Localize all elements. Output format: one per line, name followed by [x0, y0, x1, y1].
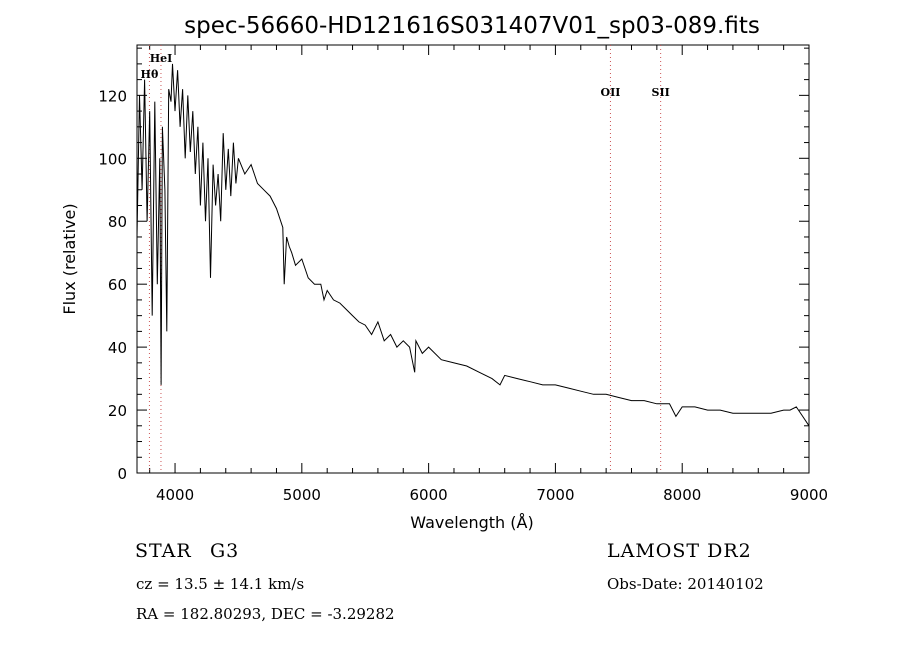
object-subclass: G3: [210, 540, 240, 562]
survey-name: LAMOST DR2: [607, 540, 752, 562]
object-class: STAR: [135, 540, 192, 562]
y-tick-label: 60: [108, 276, 127, 294]
y-tick-label: 0: [117, 465, 127, 483]
y-axis-label: Flux (relative): [60, 203, 79, 314]
line-marker-label: SII: [652, 86, 670, 99]
line-marker-label: Hθ: [141, 68, 159, 81]
spectrum-line: [136, 63, 810, 427]
emission-line-markers: Hθ HeI OII SII: [141, 45, 670, 473]
x-tick-label: 5000: [283, 486, 321, 504]
plot-frame: [136, 44, 810, 474]
observation-date: Obs-Date: 20140102: [607, 575, 764, 593]
x-tick-label: 4000: [156, 486, 194, 504]
coordinates-readout: RA = 182.80293, DEC = -3.29282: [136, 605, 395, 623]
line-marker-label: HeI: [150, 52, 173, 65]
chart-title: spec-56660-HD121616S031407V01_sp03-089.f…: [184, 13, 760, 39]
x-tick-label: 8000: [663, 486, 701, 504]
y-tick-label: 80: [108, 213, 127, 231]
y-tick-label: 20: [108, 402, 127, 420]
y-tick-label: 40: [108, 339, 127, 357]
line-marker-label: OII: [601, 86, 621, 99]
y-tick-label: 120: [98, 87, 127, 105]
x-tick-label: 6000: [410, 486, 448, 504]
x-tick-label: 9000: [790, 486, 828, 504]
axis-ticks: 4000 5000 6000 7000 8000 9000 0 20 40 60 80 100 120: [98, 45, 828, 504]
redshift-readout: cz = 13.5 ± 14.1 km/s: [136, 575, 305, 593]
x-axis-label: Wavelength (Å): [410, 513, 533, 532]
y-tick-label: 100: [98, 150, 127, 168]
x-tick-label: 7000: [536, 486, 574, 504]
